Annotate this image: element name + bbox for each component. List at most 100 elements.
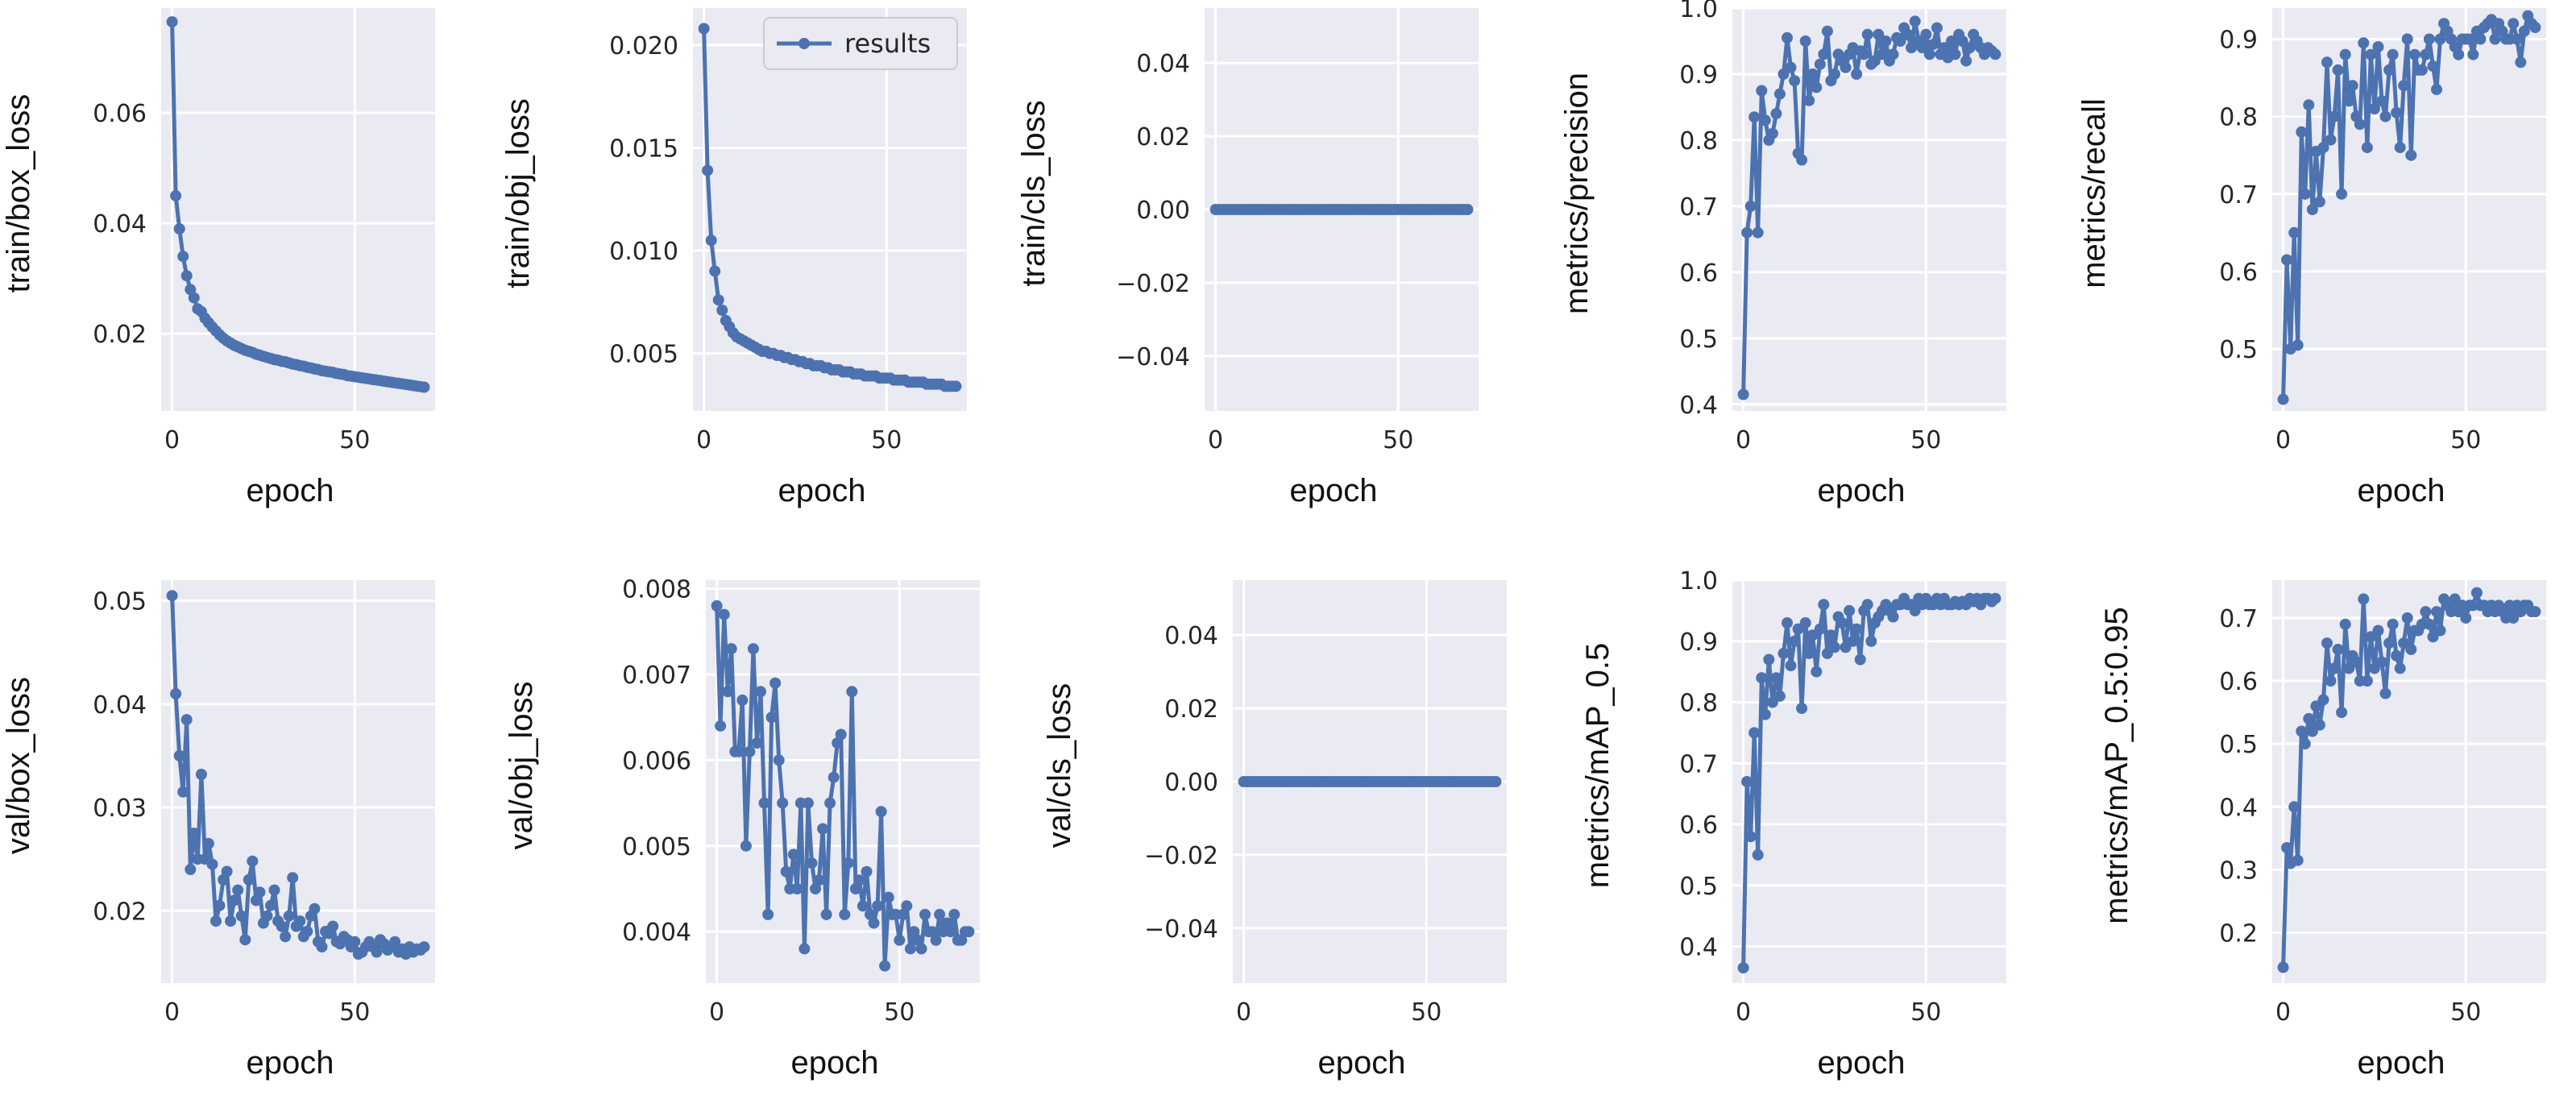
- panel-metrics-recall: 0 50 0.5 0.6 0.7 0.8 0.9 epoch metrics/recall: [2076, 8, 2546, 508]
- legend-box: [763, 17, 958, 70]
- data-point: [894, 934, 906, 946]
- y-tick-label: 0.8: [2219, 104, 2258, 132]
- data-point: [316, 941, 328, 953]
- data-point: [2423, 33, 2435, 45]
- y-tick-label: 0.9: [1679, 629, 1718, 657]
- data-point: [2336, 188, 2348, 200]
- y-axis-label: metrics/precision: [1559, 73, 1595, 314]
- data-point: [2401, 612, 2413, 624]
- data-point: [2339, 618, 2351, 630]
- y-tick-label: 0.02: [93, 321, 147, 349]
- y-axis-label: train/cls_loss: [1016, 100, 1052, 286]
- x-tick-label: 0: [164, 998, 180, 1027]
- data-point: [2394, 662, 2406, 674]
- y-tick-label: 0.7: [2219, 181, 2258, 210]
- data-point: [941, 917, 953, 929]
- data-point: [853, 874, 865, 886]
- data-point: [2508, 18, 2520, 30]
- x-axis-label: epoch: [2358, 1045, 2445, 1081]
- y-tick-label: 0.7: [1679, 750, 1718, 778]
- y-tick-label: 0.5: [2219, 731, 2258, 759]
- data-point: [712, 294, 724, 306]
- data-point: [2379, 110, 2391, 122]
- data-point: [188, 828, 200, 840]
- data-point: [1821, 25, 1833, 37]
- y-tick-label: 0.02: [1164, 695, 1218, 724]
- data-point: [2303, 712, 2315, 724]
- data-point: [1811, 81, 1823, 93]
- data-point: [839, 908, 851, 920]
- data-point: [1876, 48, 1888, 60]
- data-point: [280, 931, 292, 943]
- data-point: [1916, 42, 1928, 54]
- y-tick-label: 0.8: [1679, 690, 1718, 718]
- data-point: [2365, 48, 2377, 60]
- data-point: [2376, 656, 2387, 668]
- data-point: [1902, 28, 1914, 40]
- data-point: [177, 251, 189, 263]
- data-point: [2332, 64, 2344, 76]
- y-tick-label: 0.9: [1679, 61, 1718, 89]
- data-point: [762, 908, 774, 920]
- data-point: [799, 943, 811, 955]
- x-tick-label: 50: [1910, 426, 1941, 454]
- data-point: [2358, 37, 2370, 49]
- x-tick-label: 0: [2275, 998, 2291, 1027]
- data-point: [173, 223, 185, 234]
- data-point: [2317, 142, 2329, 154]
- data-point: [1847, 635, 1859, 647]
- data-point: [1989, 48, 2001, 60]
- data-point: [2361, 675, 2373, 687]
- data-point: [418, 941, 430, 953]
- y-tick-label: 0.8: [1679, 127, 1718, 156]
- x-tick-label: 50: [2450, 998, 2481, 1027]
- panel-metrics-precision: 0 50 0.4 0.5 0.6 0.7 0.8 0.9 1.0 epoch metrics/pre…: [1559, 0, 2006, 508]
- data-point: [1861, 28, 1873, 40]
- data-point: [1803, 647, 1815, 659]
- data-point: [872, 900, 884, 912]
- data-point: [1748, 111, 1761, 123]
- data-point: [1807, 68, 1819, 80]
- y-tick-label: −0.02: [1116, 270, 1190, 298]
- series-line: [715, 605, 969, 969]
- data-point: [1770, 108, 1782, 120]
- x-axis-label: epoch: [247, 473, 334, 508]
- data-point: [2346, 80, 2358, 92]
- data-point: [820, 908, 832, 920]
- data-point: [2292, 854, 2304, 866]
- data-point: [166, 590, 178, 602]
- data-point: [1949, 48, 1961, 60]
- data-point: [2391, 106, 2403, 118]
- y-tick-label: −0.04: [1116, 343, 1190, 371]
- y-tick-label: 0.004: [622, 919, 691, 947]
- data-point: [740, 840, 752, 852]
- data-point: [861, 865, 873, 878]
- data-point: [769, 677, 782, 689]
- data-point: [1854, 654, 1866, 666]
- plot-area: [161, 8, 435, 411]
- data-point: [1799, 35, 1811, 47]
- data-point: [2474, 33, 2487, 45]
- data-point: [265, 899, 276, 911]
- data-point: [865, 908, 876, 920]
- data-point: [2321, 637, 2333, 649]
- data-point: [2288, 801, 2300, 813]
- x-axis-label: epoch: [1318, 1045, 1406, 1081]
- data-point: [1927, 39, 1939, 51]
- data-point: [1490, 776, 1502, 787]
- data-point: [1741, 226, 1753, 239]
- data-point: [1766, 127, 1778, 139]
- y-tick-label: 0.6: [2219, 668, 2258, 696]
- data-point: [780, 865, 792, 878]
- data-point: [2398, 80, 2410, 92]
- x-tick-label: 0: [709, 998, 724, 1027]
- data-point: [1869, 55, 1881, 67]
- y-tick-label: 0.008: [622, 576, 691, 604]
- data-point: [736, 694, 749, 706]
- data-point: [875, 806, 887, 818]
- data-point: [1752, 849, 1764, 861]
- data-point: [2372, 624, 2384, 637]
- data-point: [2405, 643, 2417, 655]
- data-point: [744, 745, 756, 757]
- data-point: [2398, 637, 2410, 649]
